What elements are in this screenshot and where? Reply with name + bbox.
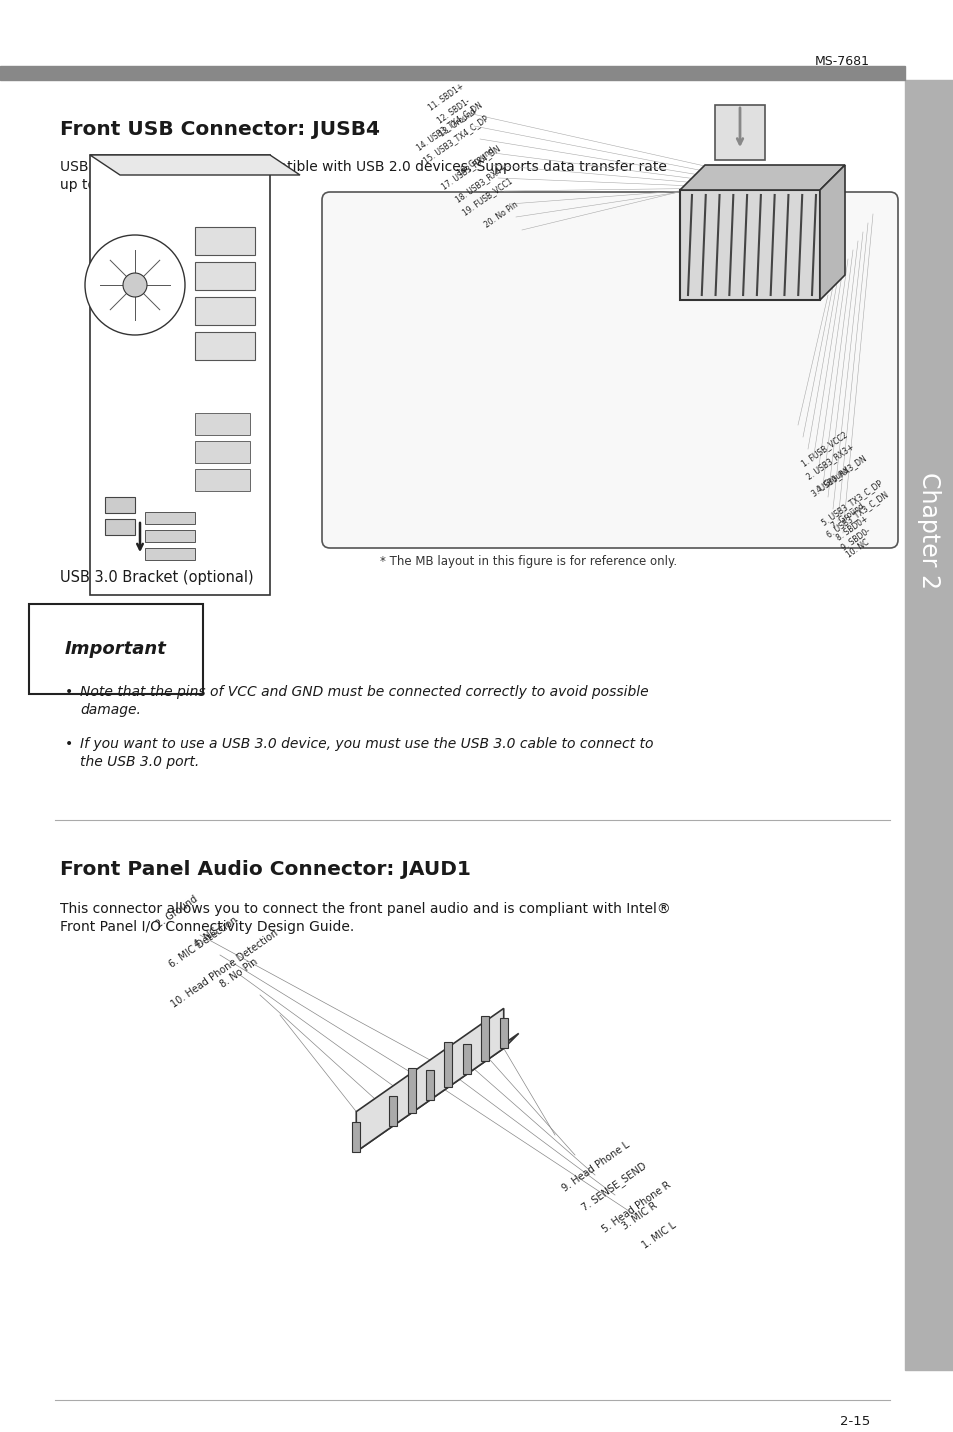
- Polygon shape: [444, 1042, 452, 1087]
- Text: •: •: [65, 684, 73, 699]
- Text: 5. USB3_TX3_C_DP: 5. USB3_TX3_C_DP: [820, 478, 883, 527]
- Text: 4. NC: 4. NC: [193, 927, 220, 949]
- Bar: [194, 470, 250, 491]
- Bar: [194, 412, 250, 435]
- Text: 5. Head Phone R: 5. Head Phone R: [599, 1180, 672, 1234]
- Text: up to 5 Gbit/s (SuperSpeed).: up to 5 Gbit/s (SuperSpeed).: [60, 178, 257, 192]
- Polygon shape: [679, 165, 844, 190]
- Text: the USB 3.0 port.: the USB 3.0 port.: [80, 755, 199, 769]
- Bar: [0, 66, 904, 80]
- Text: 16. Ground: 16. Ground: [456, 146, 496, 178]
- Circle shape: [123, 274, 147, 296]
- Text: 1. FUSB_VCC2: 1. FUSB_VCC2: [800, 430, 848, 468]
- Text: 6. USB3_TX3_C_DN: 6. USB3_TX3_C_DN: [824, 490, 889, 540]
- Text: 7. SENSE_SEND: 7. SENSE_SEND: [579, 1160, 648, 1213]
- Polygon shape: [389, 1095, 396, 1126]
- Polygon shape: [714, 105, 764, 160]
- Text: Note that the pins of VCC and GND must be connected correctly to avoid possible: Note that the pins of VCC and GND must b…: [80, 684, 648, 699]
- Text: 13. Ground: 13. Ground: [437, 107, 477, 139]
- Text: 2. Ground: 2. Ground: [154, 894, 200, 929]
- Text: 3. USB3_RX3_DN: 3. USB3_RX3_DN: [809, 454, 867, 498]
- Bar: [194, 262, 254, 291]
- Text: USB 3.0 port is backward-compatible with USB 2.0 devices. Supports data transfer: USB 3.0 port is backward-compatible with…: [60, 160, 666, 175]
- Text: * The MB layout in this figure is for reference only.: * The MB layout in this figure is for re…: [379, 556, 677, 569]
- Bar: [105, 518, 135, 536]
- Text: 4. Ground: 4. Ground: [814, 465, 850, 495]
- Bar: [105, 497, 135, 513]
- Text: 19. FUSB_VCC1: 19. FUSB_VCC1: [460, 176, 514, 218]
- Text: 9. Head Phone L: 9. Head Phone L: [559, 1140, 631, 1194]
- Text: Front Panel Audio Connector: JAUD1: Front Panel Audio Connector: JAUD1: [60, 861, 471, 879]
- Text: •: •: [65, 737, 73, 750]
- Text: MS-7681: MS-7681: [814, 54, 869, 67]
- Polygon shape: [820, 165, 844, 299]
- Text: 10. NC: 10. NC: [844, 538, 870, 560]
- Polygon shape: [480, 1017, 489, 1061]
- Text: If you want to use a USB 3.0 device, you must use the USB 3.0 cable to connect t: If you want to use a USB 3.0 device, you…: [80, 737, 653, 750]
- Bar: [194, 332, 254, 359]
- Bar: [904, 80, 953, 1370]
- Polygon shape: [90, 155, 299, 175]
- Text: 8. No Pin: 8. No Pin: [218, 957, 260, 990]
- Text: 2. USB3_RX3+: 2. USB3_RX3+: [804, 442, 855, 481]
- Polygon shape: [426, 1070, 434, 1100]
- FancyBboxPatch shape: [322, 192, 897, 548]
- Text: USB 3.0 Bracket (optional): USB 3.0 Bracket (optional): [60, 570, 253, 586]
- Polygon shape: [499, 1018, 507, 1048]
- Bar: [145, 548, 194, 560]
- Text: 12. SBD1-: 12. SBD1-: [436, 97, 472, 126]
- Polygon shape: [462, 1044, 471, 1074]
- Text: 15. USB3_TX4_C_DP: 15. USB3_TX4_C_DP: [421, 113, 490, 165]
- Bar: [194, 441, 250, 463]
- Circle shape: [85, 235, 185, 335]
- Text: 8. SBD0+: 8. SBD0+: [834, 514, 869, 543]
- Bar: [145, 513, 194, 524]
- Text: Chapter 2: Chapter 2: [916, 471, 940, 589]
- Text: Front Panel I/O Connectivity Design Guide.: Front Panel I/O Connectivity Design Guid…: [60, 919, 354, 934]
- Text: 14. USB3_TX4_C_DN: 14. USB3_TX4_C_DN: [415, 100, 483, 152]
- Text: 7. Ground: 7. Ground: [829, 503, 865, 531]
- Text: 3. MIC R: 3. MIC R: [619, 1200, 659, 1232]
- Text: Important: Important: [65, 640, 167, 657]
- Text: 17. USB3_RX4_DN: 17. USB3_RX4_DN: [439, 143, 501, 190]
- Bar: [194, 296, 254, 325]
- Text: This connector allows you to connect the front panel audio and is compliant with: This connector allows you to connect the…: [60, 902, 670, 916]
- Polygon shape: [679, 190, 820, 299]
- Polygon shape: [352, 1121, 360, 1151]
- Text: 1. MIC L: 1. MIC L: [639, 1220, 677, 1250]
- Text: 9. SBD0-: 9. SBD0-: [840, 526, 871, 553]
- Text: 18. USB3_RX4+: 18. USB3_RX4+: [453, 162, 507, 203]
- Polygon shape: [407, 1068, 416, 1113]
- Text: 20. No Pin: 20. No Pin: [482, 200, 519, 231]
- Bar: [194, 228, 254, 255]
- Text: 2-15: 2-15: [839, 1415, 869, 1428]
- Text: 11. SBD1+: 11. SBD1+: [427, 82, 465, 113]
- Polygon shape: [90, 155, 270, 596]
- Polygon shape: [355, 1008, 503, 1151]
- Text: Front USB Connector: JUSB4: Front USB Connector: JUSB4: [60, 120, 379, 139]
- Text: 10. Head Phone Detection: 10. Head Phone Detection: [169, 928, 280, 1010]
- Bar: [145, 530, 194, 541]
- Text: 6. MIC Detection: 6. MIC Detection: [168, 915, 240, 969]
- Polygon shape: [355, 1034, 518, 1151]
- Text: damage.: damage.: [80, 703, 141, 717]
